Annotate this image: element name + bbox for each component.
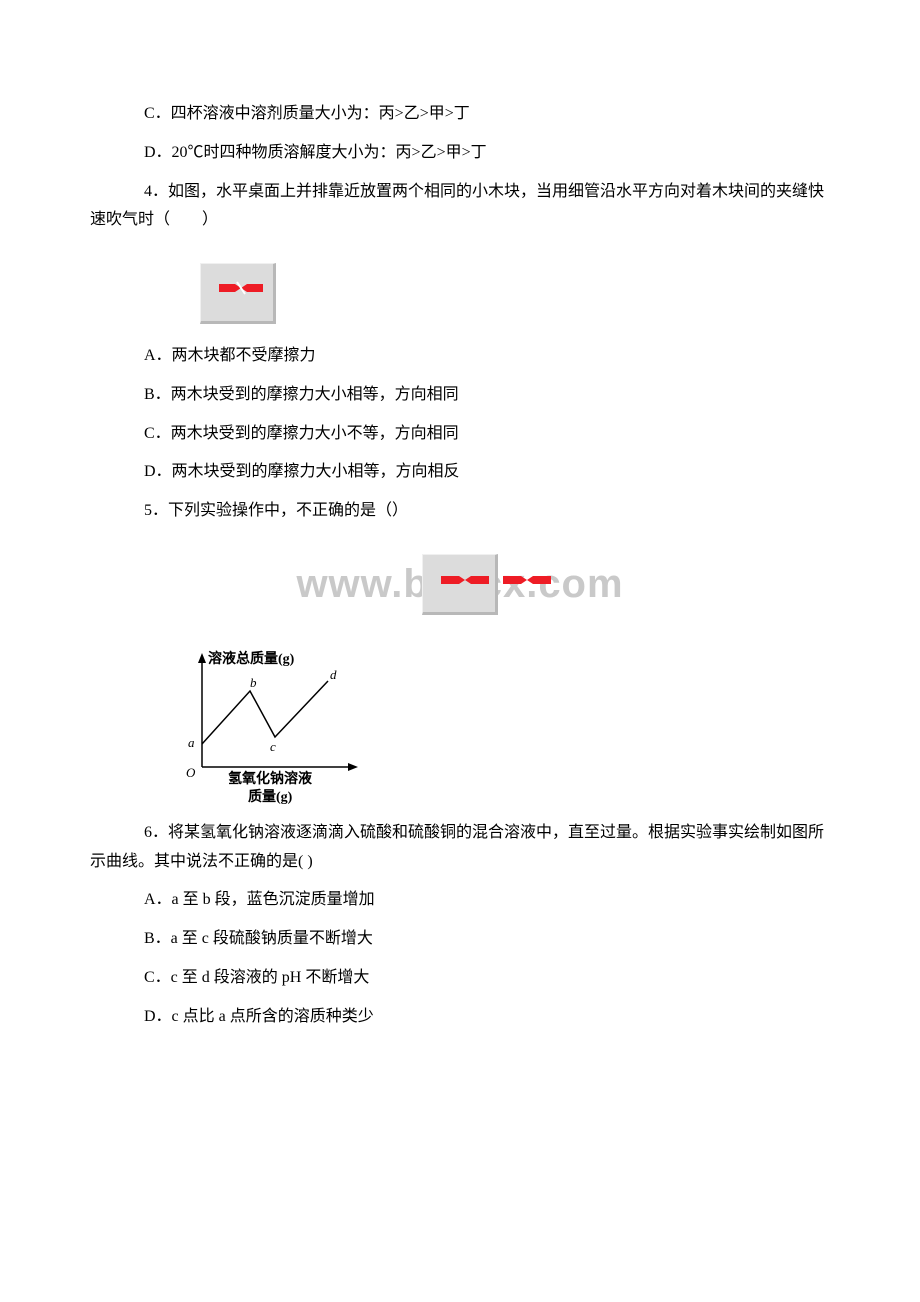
q6-stem: 6．将某氢氧化钠溶液逐滴滴入硫酸和硫酸铜的混合溶液中，直至过量。根据实验事实绘制… — [90, 819, 830, 877]
q5-figure-row: www.bdocx.com — [90, 544, 830, 625]
q6-option-b: B．a 至 c 段硫酸钠质量不断增大 — [144, 925, 830, 954]
chart-pt-d: d — [330, 667, 337, 682]
q4-option-b: B．两木块受到的摩擦力大小相等，方向相同 — [144, 381, 830, 410]
chart-origin: O — [186, 765, 196, 780]
chart-pt-b: b — [250, 675, 257, 690]
q5-stem: 5．下列实验操作中，不正确的是（） — [144, 497, 830, 526]
q3-option-d: D．20℃时四种物质溶解度大小为：丙>乙>甲>丁 — [144, 139, 830, 168]
q4-option-d: D．两木块受到的摩擦力大小相等，方向相反 — [144, 458, 830, 487]
q4-option-c: C．两木块受到的摩擦力大小不等，方向相同 — [144, 420, 830, 449]
q5-figure-placeholder — [422, 554, 498, 615]
q3-option-c: C．四杯溶液中溶剂质量大小为：丙>乙>甲>丁 — [144, 100, 830, 129]
broken-image-icon — [441, 569, 477, 587]
chart-xlabel1: 氢氧化钠溶液 — [228, 770, 313, 787]
broken-image-icon — [219, 278, 255, 296]
q4-option-a: A．两木块都不受摩擦力 — [144, 342, 830, 371]
chart-pt-c: c — [270, 739, 276, 754]
q6-option-c: C．c 至 d 段溶液的 pH 不断增大 — [144, 964, 830, 993]
chart-xlabel2: 质量(g) — [248, 788, 293, 805]
chart-pt-a: a — [188, 735, 195, 750]
q4-stem: 4．如图，水平桌面上并排靠近放置两个相同的小木块，当用细管沿水平方向对着木块间的… — [90, 178, 830, 236]
q6-chart: 溶液总质量(g) a b c d O 氢氧化钠溶液 质量(g) — [180, 649, 830, 809]
chart-ylabel: 溶液总质量(g) — [208, 650, 295, 667]
q6-option-a: A．a 至 b 段，蓝色沉淀质量增加 — [144, 886, 830, 915]
q6-option-d: D．c 点比 a 点所含的溶质种类少 — [144, 1003, 830, 1032]
q4-figure-placeholder — [90, 245, 830, 342]
